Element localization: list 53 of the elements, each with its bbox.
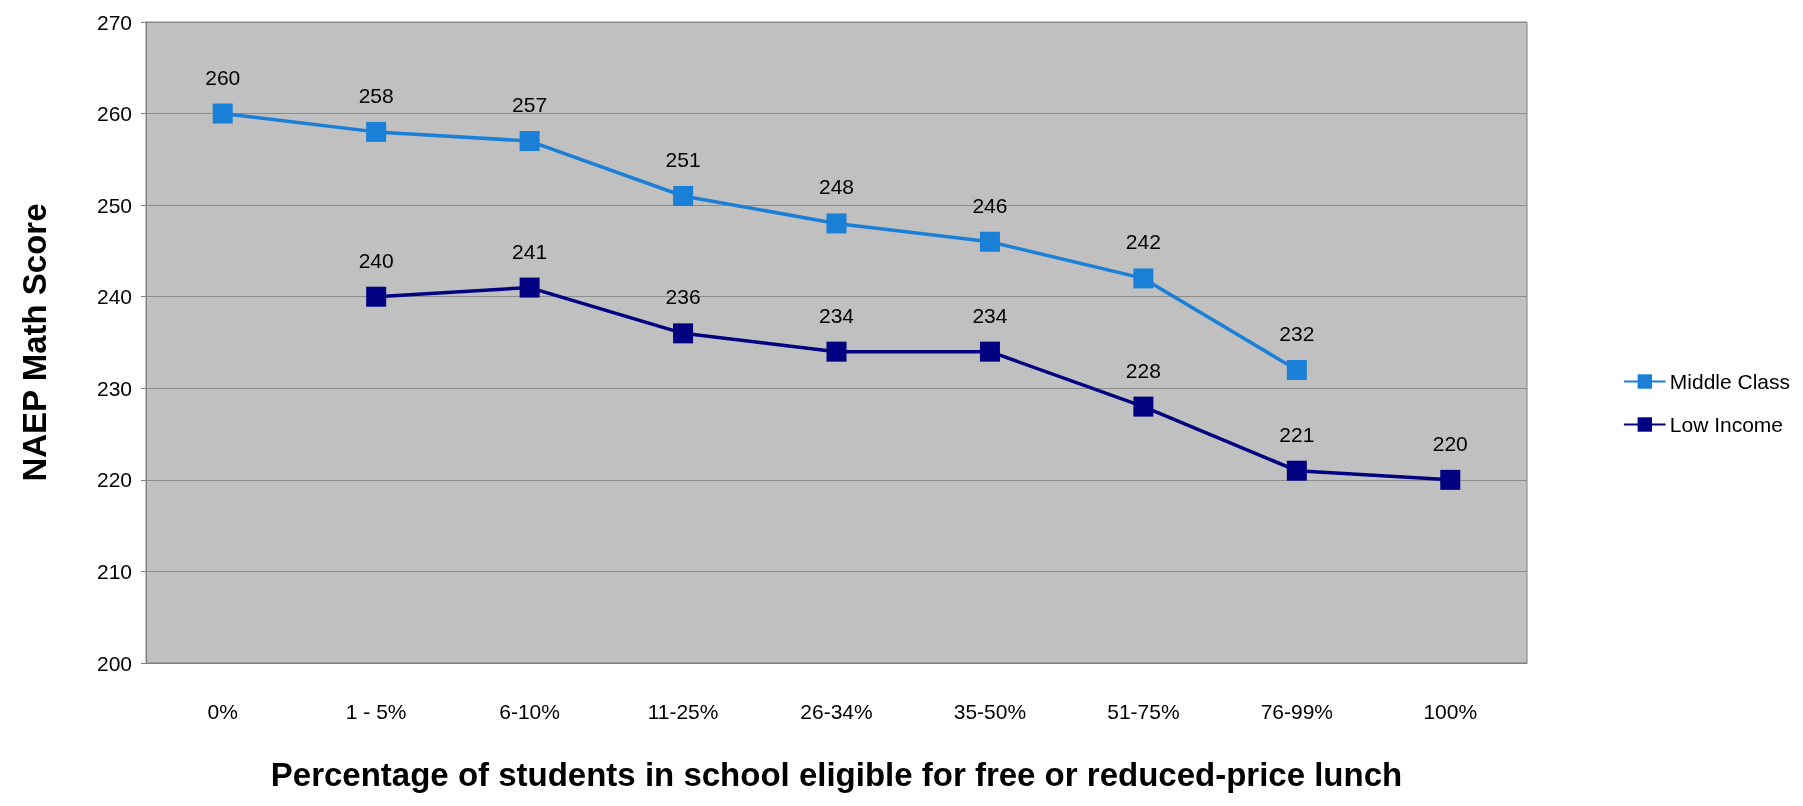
point bbox=[673, 323, 694, 344]
data-label: 248 bbox=[818, 175, 855, 199]
data-label: 234 bbox=[972, 303, 1008, 327]
x-tick-label: 76-99% bbox=[1260, 700, 1334, 723]
data-label: 228 bbox=[1125, 358, 1161, 382]
data-label: 240 bbox=[358, 248, 394, 272]
x-tick-label: 26-34% bbox=[800, 700, 873, 723]
x-axis-title: Percentage of students in school eligible for free or reduced-price lunch bbox=[270, 756, 1403, 793]
point bbox=[1286, 359, 1307, 380]
point bbox=[673, 185, 694, 206]
legend-label: Middle Class bbox=[1669, 370, 1791, 393]
y-tick-label: 250 bbox=[96, 193, 132, 217]
data-label: 242 bbox=[1125, 230, 1161, 254]
data-label: 246 bbox=[972, 193, 1008, 217]
data-label: 236 bbox=[665, 285, 701, 309]
data-label: 234 bbox=[818, 303, 855, 327]
x-tick-label: 100% bbox=[1423, 700, 1478, 723]
point bbox=[366, 121, 387, 142]
x-tick-label: 0% bbox=[207, 700, 238, 723]
y-tick-label: 260 bbox=[96, 102, 132, 126]
data-label: 258 bbox=[358, 83, 394, 107]
x-tick-label: 11-25% bbox=[647, 700, 719, 723]
data-label: 251 bbox=[665, 147, 701, 171]
point bbox=[1286, 460, 1307, 481]
x-tick-label: 51-75% bbox=[1107, 700, 1180, 723]
y-tick-label: 200 bbox=[96, 651, 132, 675]
x-tick-label: 35-50% bbox=[953, 700, 1027, 723]
data-label: 232 bbox=[1279, 321, 1315, 345]
data-label: 221 bbox=[1279, 422, 1315, 446]
data-label: 260 bbox=[205, 65, 241, 89]
point bbox=[212, 103, 233, 124]
y-tick-label: 240 bbox=[96, 285, 132, 309]
point bbox=[826, 213, 847, 234]
point bbox=[979, 231, 1000, 252]
x-tick-label: 6-10% bbox=[499, 700, 560, 723]
data-label: 241 bbox=[512, 239, 548, 263]
x-tick-label: 1 - 5% bbox=[345, 700, 407, 723]
point bbox=[1133, 396, 1154, 417]
y-axis-title: NAEP Math Score bbox=[16, 203, 53, 482]
data-label: 220 bbox=[1432, 431, 1468, 455]
y-tick-label: 210 bbox=[96, 559, 132, 583]
y-tick-label: 270 bbox=[96, 10, 132, 34]
legend-label: Low Income bbox=[1669, 413, 1784, 436]
point bbox=[519, 277, 540, 298]
point bbox=[1440, 469, 1461, 490]
point bbox=[519, 131, 540, 152]
point bbox=[826, 341, 847, 362]
point bbox=[1133, 268, 1154, 289]
data-label: 257 bbox=[512, 93, 548, 117]
point bbox=[979, 341, 1000, 362]
point bbox=[366, 286, 387, 307]
y-tick-label: 220 bbox=[96, 468, 132, 492]
y-tick-label: 230 bbox=[96, 376, 132, 400]
